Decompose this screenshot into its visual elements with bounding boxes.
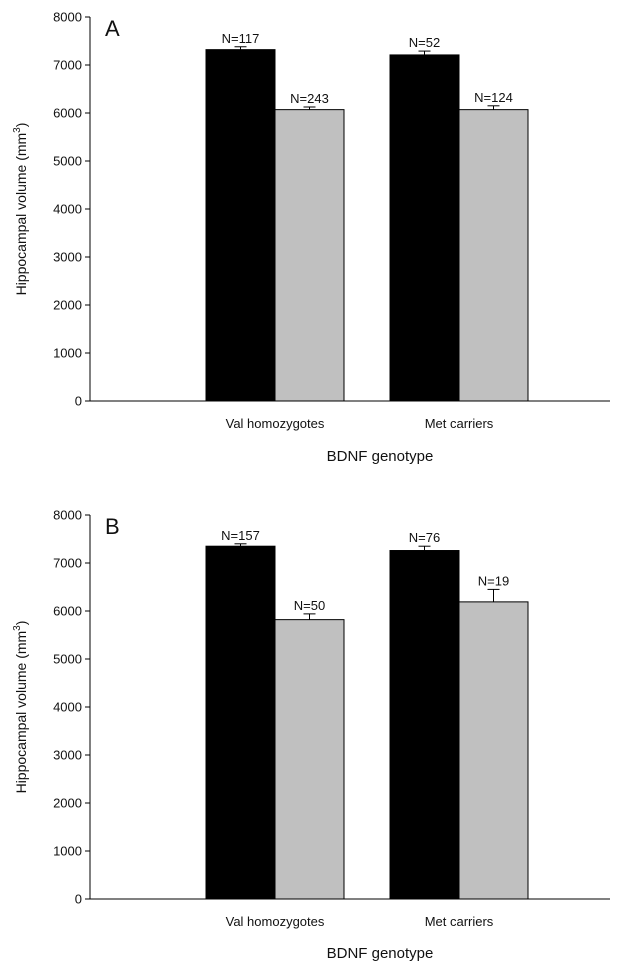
y-tick-label: 4000 xyxy=(53,202,82,217)
n-label: N=117 xyxy=(222,31,260,46)
y-axis-title-text: Hippocampal volume (mm xyxy=(13,631,29,794)
y-axis-title: Hippocampal volume (mm3) xyxy=(12,621,29,794)
n-label: N=243 xyxy=(290,91,329,106)
bar xyxy=(205,49,276,402)
y-axis-title-superscript: 3 xyxy=(12,625,23,631)
panel-letter: B xyxy=(105,514,120,539)
panel-b: 0 1000 2000 3000 4000 5000 6000 7000 8000 B N=157 N… xyxy=(12,508,610,962)
y-tick-label: 5000 xyxy=(53,652,82,667)
x-tick-label: Val homozygotes xyxy=(226,416,325,431)
panel-a: 0 1000 2000 3000 4000 5000 6000 7000 8000 A N=117 N… xyxy=(12,10,610,465)
n-label: N=76 xyxy=(409,530,440,545)
y-tick-label: 1000 xyxy=(53,346,82,361)
y-axis-title-suffix: ) xyxy=(13,621,29,626)
y-tick-label: 3000 xyxy=(53,250,82,265)
y-axis-title-superscript: 3 xyxy=(12,127,23,133)
y-tick-label: 2000 xyxy=(53,298,82,313)
y-tick-label: 4000 xyxy=(53,700,82,715)
bar xyxy=(389,550,460,900)
y-tick-label: 0 xyxy=(75,892,82,907)
bar xyxy=(274,619,345,900)
y-axis-title: Hippocampal volume (mm3) xyxy=(12,123,29,296)
panel-letter: A xyxy=(105,16,120,41)
bar xyxy=(274,109,345,402)
y-axis-title-suffix: ) xyxy=(13,123,29,128)
y-tick-label: 7000 xyxy=(53,556,82,571)
y-tick-label: 8000 xyxy=(53,10,82,25)
y-tick-label: 1000 xyxy=(53,844,82,859)
y-tick-label: 7000 xyxy=(53,58,82,73)
y-tick-label: 6000 xyxy=(53,106,82,121)
x-tick-label: Met carriers xyxy=(425,914,494,929)
bar xyxy=(389,54,460,402)
x-axis-title: BDNF genotype xyxy=(327,448,434,465)
x-axis-title: BDNF genotype xyxy=(327,945,434,962)
y-tick-label: 0 xyxy=(75,394,82,409)
n-label: N=124 xyxy=(474,90,513,105)
n-label: N=157 xyxy=(221,528,260,543)
bar xyxy=(458,601,529,900)
x-tick-label: Met carriers xyxy=(425,416,494,431)
y-tick-label: 6000 xyxy=(53,604,82,619)
y-tick-label: 5000 xyxy=(53,154,82,169)
y-tick-label: 8000 xyxy=(53,508,82,523)
x-tick-label: Val homozygotes xyxy=(226,914,325,929)
n-label: N=50 xyxy=(294,598,325,613)
bar xyxy=(458,109,529,402)
y-tick-label: 2000 xyxy=(53,796,82,811)
y-tick-label: 3000 xyxy=(53,748,82,763)
y-axis-title-text: Hippocampal volume (mm xyxy=(13,133,29,296)
bar xyxy=(205,545,276,900)
n-label: N=19 xyxy=(478,573,509,588)
n-label: N=52 xyxy=(409,35,440,50)
